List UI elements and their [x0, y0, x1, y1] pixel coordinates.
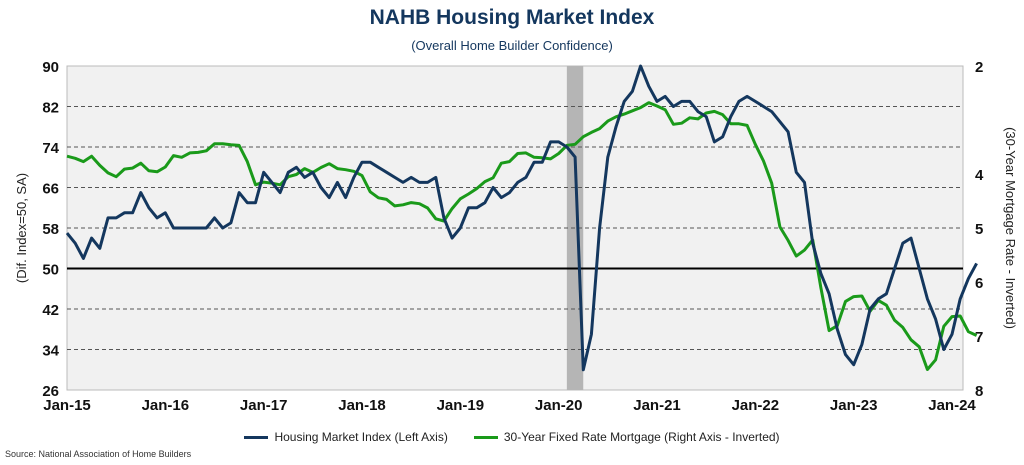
x-tick-label: Jan-23	[830, 397, 878, 414]
legend-item-hmi: Housing Market Index (Left Axis)	[244, 430, 448, 444]
chart-title: NAHB Housing Market Index	[369, 6, 655, 29]
left-axis: 26 34 42 50 58 66 74 82 90	[42, 59, 59, 400]
x-tick-label: Jan-15	[43, 397, 91, 414]
left-tick-label: 82	[42, 100, 59, 117]
left-tick-label: 90	[42, 59, 59, 76]
left-tick-label: 26	[42, 383, 59, 400]
legend-label-mortgage: 30-Year Fixed Rate Mortgage (Right Axis …	[503, 430, 780, 444]
legend: Housing Market Index (Left Axis) 30-Year…	[0, 430, 1024, 444]
right-axis: 2 4 5 6 7 8	[975, 59, 984, 400]
series-line-hmi	[65, 64, 978, 372]
legend-swatch-hmi	[244, 435, 269, 439]
right-axis-label: (30-Year Mortgage Rate - Inverted)	[1003, 127, 1018, 329]
right-tick-label: 7	[975, 329, 983, 346]
right-tick-label: 2	[975, 59, 983, 76]
legend-item-mortgage: 30-Year Fixed Rate Mortgage (Right Axis …	[473, 430, 780, 444]
x-tick-label: Jan-18	[338, 397, 386, 414]
legend-label-hmi: Housing Market Index (Left Axis)	[274, 430, 448, 444]
right-tick-label: 4	[975, 167, 984, 184]
x-tick-label: Jan-17	[240, 397, 288, 414]
x-tick-label: Jan-16	[142, 397, 190, 414]
x-tick-label: Jan-21	[633, 397, 681, 414]
left-axis-label: (Dif. Index=50, SA)	[14, 173, 29, 283]
x-tick-label: Jan-19	[437, 397, 485, 414]
series-line-mortgage	[66, 101, 978, 371]
left-tick-label: 74	[42, 140, 59, 157]
chart-subtitle: (Overall Home Builder Confidence)	[411, 38, 613, 53]
x-tick-label: Jan-22	[732, 397, 780, 414]
x-axis: Jan-15 Jan-16 Jan-17 Jan-18 Jan-19 Jan-20 Jan-…	[43, 397, 976, 414]
left-tick-label: 50	[42, 262, 59, 279]
left-tick-label: 66	[42, 181, 59, 198]
left-tick-label: 58	[42, 221, 59, 238]
x-tick-label: Jan-20	[535, 397, 583, 414]
left-tick-label: 34	[42, 343, 59, 360]
legend-swatch-mortgage	[473, 435, 498, 439]
source-note: Source: National Association of Home Bui…	[5, 449, 192, 459]
right-tick-label: 5	[975, 221, 983, 238]
series-group	[65, 64, 978, 372]
x-tick-label: Jan-24	[928, 397, 976, 414]
left-tick-label: 42	[42, 302, 59, 319]
right-tick-label: 6	[975, 275, 983, 292]
right-tick-label: 8	[975, 383, 983, 400]
